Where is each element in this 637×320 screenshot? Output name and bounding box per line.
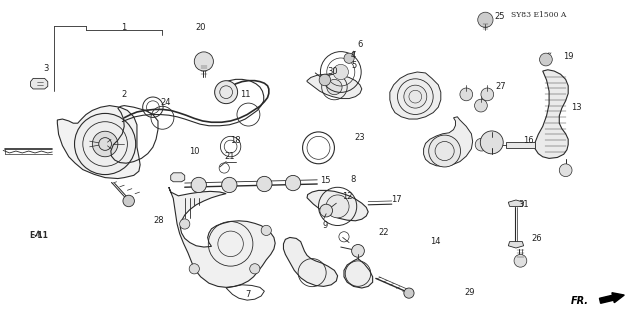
Polygon shape xyxy=(390,72,441,119)
Text: 30: 30 xyxy=(327,68,338,76)
Text: 3: 3 xyxy=(43,64,48,73)
Text: FR.: FR. xyxy=(571,296,589,306)
Text: 9: 9 xyxy=(322,221,327,230)
Circle shape xyxy=(327,79,342,95)
Text: 18: 18 xyxy=(231,136,241,145)
Circle shape xyxy=(540,53,552,66)
Circle shape xyxy=(478,12,493,28)
Circle shape xyxy=(92,131,118,157)
Text: 14: 14 xyxy=(430,237,440,246)
Text: 16: 16 xyxy=(524,136,534,145)
Circle shape xyxy=(559,164,572,177)
Circle shape xyxy=(480,131,503,154)
Text: 19: 19 xyxy=(564,52,574,61)
Circle shape xyxy=(326,195,349,218)
Polygon shape xyxy=(506,142,535,148)
Text: 15: 15 xyxy=(320,176,330,185)
Polygon shape xyxy=(169,187,275,287)
Circle shape xyxy=(257,176,272,192)
Circle shape xyxy=(514,254,527,267)
Circle shape xyxy=(352,244,364,257)
Circle shape xyxy=(191,177,206,193)
Text: 31: 31 xyxy=(519,200,529,209)
Polygon shape xyxy=(171,173,185,182)
Text: 10: 10 xyxy=(189,148,199,156)
Circle shape xyxy=(429,135,461,167)
Circle shape xyxy=(333,64,348,80)
Text: 23: 23 xyxy=(355,133,365,142)
Text: 7: 7 xyxy=(246,290,251,299)
Text: 8: 8 xyxy=(351,175,356,184)
Polygon shape xyxy=(57,106,140,179)
Circle shape xyxy=(75,113,136,175)
Circle shape xyxy=(319,74,331,86)
Text: 13: 13 xyxy=(571,103,582,112)
Text: 1: 1 xyxy=(122,23,127,32)
Text: 24: 24 xyxy=(161,98,171,107)
Text: 29: 29 xyxy=(465,288,475,297)
Circle shape xyxy=(189,264,199,274)
Circle shape xyxy=(404,85,427,108)
Text: 11: 11 xyxy=(240,90,250,99)
FancyArrow shape xyxy=(599,293,624,303)
Polygon shape xyxy=(508,200,524,206)
Text: 2: 2 xyxy=(122,90,127,99)
Circle shape xyxy=(194,52,213,71)
Circle shape xyxy=(460,88,473,101)
Polygon shape xyxy=(307,190,368,221)
Text: 21: 21 xyxy=(224,152,234,161)
Polygon shape xyxy=(508,242,524,248)
Text: 28: 28 xyxy=(154,216,164,225)
Text: 6: 6 xyxy=(357,40,362,49)
Circle shape xyxy=(180,219,190,229)
Circle shape xyxy=(261,225,271,236)
Text: 17: 17 xyxy=(391,196,401,204)
Polygon shape xyxy=(283,237,338,286)
Text: 25: 25 xyxy=(495,12,505,21)
Polygon shape xyxy=(307,74,362,99)
Polygon shape xyxy=(424,117,473,166)
Circle shape xyxy=(222,177,237,193)
Circle shape xyxy=(404,288,414,298)
Circle shape xyxy=(285,175,301,191)
Text: 20: 20 xyxy=(196,23,206,32)
Text: 27: 27 xyxy=(496,82,506,91)
Text: 5: 5 xyxy=(351,61,356,70)
Circle shape xyxy=(475,99,487,112)
Text: 26: 26 xyxy=(531,234,541,243)
Text: SY83 E1500 A: SY83 E1500 A xyxy=(511,11,566,19)
Polygon shape xyxy=(535,70,568,158)
Circle shape xyxy=(344,53,354,63)
Text: 12: 12 xyxy=(342,192,352,201)
Circle shape xyxy=(215,81,238,104)
Circle shape xyxy=(250,264,260,274)
Polygon shape xyxy=(344,259,373,288)
Circle shape xyxy=(481,88,494,101)
Circle shape xyxy=(475,138,488,151)
Polygon shape xyxy=(31,78,48,89)
Text: 4: 4 xyxy=(351,52,356,60)
Text: E-11: E-11 xyxy=(29,231,48,240)
Text: 22: 22 xyxy=(379,228,389,237)
Circle shape xyxy=(123,195,134,207)
Circle shape xyxy=(320,204,333,217)
